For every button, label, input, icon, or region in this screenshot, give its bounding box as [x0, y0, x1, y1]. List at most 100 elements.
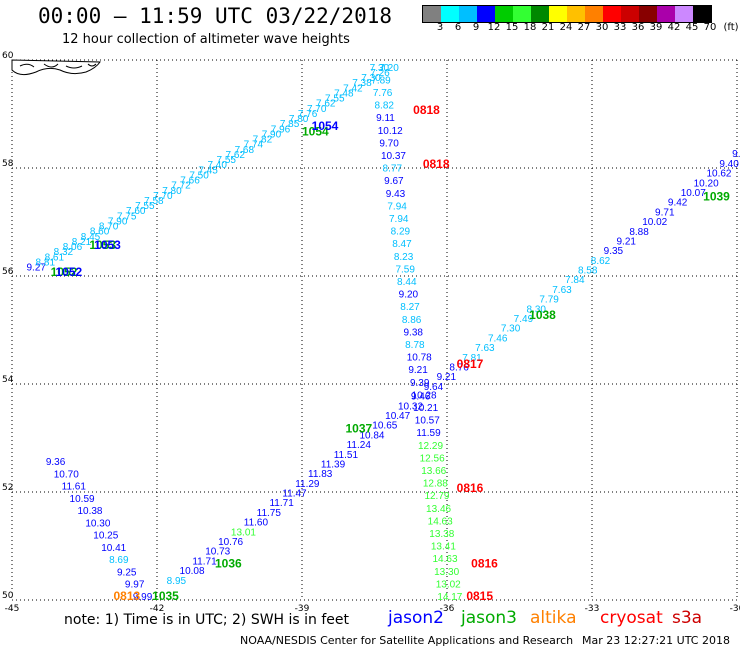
swh-value: 7.38 — [352, 78, 372, 89]
swh-value: 7.84 — [565, 275, 585, 286]
swh-value: 10.30 — [85, 518, 110, 529]
swh-value: 9.0 — [732, 149, 740, 160]
swh-value: 12.29 — [418, 441, 443, 452]
swh-value: 10.07 — [681, 188, 706, 199]
color-scale-bar — [422, 5, 712, 23]
swh-value: 8.76 — [449, 363, 469, 374]
swh-value: 12.88 — [423, 479, 448, 490]
swh-value: 10.65 — [372, 421, 397, 432]
time-label: 1054 — [302, 125, 329, 139]
time-label: 1037 — [346, 422, 373, 436]
time-label: 1052 — [56, 265, 83, 279]
swh-value: 7.46 — [488, 333, 508, 344]
swh-value: 13.38 — [429, 529, 454, 540]
swh-value: 11.75 — [257, 508, 282, 519]
swh-value: 9.64 — [424, 382, 444, 393]
swh-value: 13.01 — [231, 527, 256, 538]
swh-value: 7.59 — [395, 264, 415, 275]
swh-value: 7.58 — [144, 196, 164, 207]
swh-value: 7.42 — [343, 83, 363, 94]
swh-value: 9.20 — [399, 290, 419, 301]
swh-value: 7.30 — [370, 63, 390, 74]
swh-value: 8.32 — [54, 247, 74, 258]
swh-value: 7.62 — [316, 99, 336, 110]
color-swatch — [477, 6, 495, 22]
color-scale-label: 42 — [667, 22, 681, 33]
swh-value: 10.38 — [77, 506, 102, 517]
swh-value: 11.47 — [282, 489, 307, 500]
time-label: 1039 — [703, 189, 730, 203]
color-swatch — [567, 6, 585, 22]
swh-value: 8.78 — [405, 340, 425, 351]
swh-value: 7.76 — [298, 109, 318, 120]
swh-value: 9.27 — [27, 263, 47, 274]
swh-value: 7.20 — [379, 63, 399, 74]
color-scale-label: 15 — [505, 22, 519, 33]
swh-value: 11.61 — [62, 482, 87, 493]
time-label: 1052 — [51, 265, 78, 279]
swh-value: 10.78 — [407, 353, 432, 364]
swh-value: 9.46 — [411, 392, 431, 403]
swh-value: 9.39 — [410, 378, 430, 389]
swh-value: 10.08 — [180, 566, 205, 577]
swh-value: 11.39 — [321, 459, 346, 470]
color-scale-label: 36 — [631, 22, 645, 33]
swh-value: 7.68 — [235, 145, 255, 156]
color-scale-label: 18 — [523, 22, 537, 33]
swh-value: 9.21 — [616, 236, 636, 247]
time-label: 1054 — [312, 119, 339, 133]
swh-value: 7.96 — [271, 124, 291, 135]
color-scale-label: (ft) — [723, 22, 739, 33]
swh-value: 9.25 — [117, 567, 137, 578]
swh-value: 7.63 — [552, 285, 572, 296]
swh-value: 7.48 — [334, 88, 354, 99]
swh-value: 11.51 — [334, 450, 359, 461]
swh-value: 14.17 — [437, 592, 462, 603]
swh-value: 7.60 — [126, 206, 146, 217]
y-tick-label: 56 — [2, 267, 14, 277]
color-scale-label: 30 — [595, 22, 609, 33]
color-scale-label: 3 — [436, 22, 444, 33]
swh-value: 7.63 — [475, 343, 495, 354]
swh-value: 9.36 — [46, 457, 66, 468]
swh-value: 10.47 — [385, 411, 410, 422]
swh-value: 10.41 — [101, 543, 126, 554]
time-label: 1053 — [89, 238, 116, 252]
x-tick-label: -39 — [295, 604, 310, 614]
satellite-label-s3a: s3a — [672, 608, 703, 628]
color-swatch — [459, 6, 477, 22]
swh-value: 14.63 — [428, 516, 453, 527]
axis-ticks: -45 -42 -39 -36 -33 -30 60 58 56 54 52 50 — [2, 51, 740, 614]
swh-value: 9.43 — [386, 189, 406, 200]
swh-value: 7.89 — [371, 75, 391, 86]
swh-value: 9.67 — [384, 176, 404, 187]
swh-value: 8.44 — [397, 277, 417, 288]
swh-value: 7.55 — [325, 94, 345, 105]
time-label: 1053 — [94, 238, 121, 252]
swh-value: 9.70 — [379, 138, 399, 149]
swh-value: 7.70 — [153, 191, 173, 202]
swh-value: 7.30 — [361, 73, 381, 84]
x-tick-label: -45 — [5, 604, 20, 614]
swh-value: 7.72 — [171, 181, 191, 192]
track-track-c: 8.9510.0811.7110.7310.7613.0111.6011.751… — [167, 149, 740, 587]
time-label: 0818 — [423, 157, 450, 171]
satellite-label-jason3: jason3 — [461, 608, 517, 628]
swh-value: 8.58 — [578, 266, 598, 277]
swh-value: 8.23 — [394, 252, 414, 263]
satellite-label-jason2: jason2 — [388, 608, 444, 628]
swh-value: 8.61 — [45, 252, 65, 263]
swh-value: 8.62 — [591, 256, 611, 267]
swh-value: 10.20 — [694, 178, 719, 189]
color-swatch — [603, 6, 621, 22]
swh-value: 9.11 — [376, 113, 395, 124]
color-swatch — [585, 6, 603, 22]
color-swatch — [639, 6, 657, 22]
swh-value: 8.27 — [400, 302, 420, 313]
swh-value: 8.82 — [375, 101, 395, 112]
swh-value: 10.21 — [413, 403, 438, 414]
time-label: 1036 — [215, 557, 242, 571]
swh-value: 7.90 — [262, 129, 282, 140]
